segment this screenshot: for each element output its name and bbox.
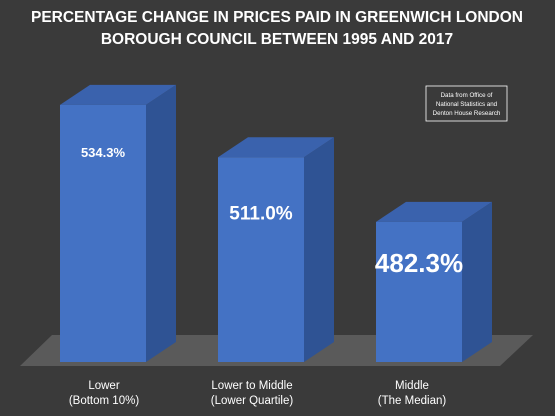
category-label-1-line-1: Lower <box>88 380 119 392</box>
category-labels: Lower (Bottom 10%) Lower to Middle (Lower Q… <box>69 380 447 407</box>
bar-front-1 <box>60 104 146 362</box>
bar-side-1 <box>146 84 176 362</box>
bar-top-3 <box>376 201 492 222</box>
source-note: Data from Office of National Statistics … <box>425 85 508 122</box>
bar-side-3 <box>462 201 492 362</box>
bar-3: 482.3% <box>375 201 492 362</box>
source-note-box <box>425 85 508 122</box>
data-label-3: 482.3% <box>375 248 463 278</box>
category-label-2-line-2: (Lower Quartile) <box>211 395 294 407</box>
source-note-line-1: Data from Office of <box>441 92 493 99</box>
bars-layer: 534.3% 511.0% 482.3% <box>60 84 492 362</box>
category-label-2-line-1: Lower to Middle <box>211 380 292 392</box>
chart-title-line-2: BOROUGH COUNCIL BETWEEN 1995 AND 2017 <box>101 31 453 48</box>
bar-front-2 <box>218 157 304 362</box>
bar-top-2 <box>218 137 334 158</box>
bar-top-1 <box>60 84 176 105</box>
chart-title: PERCENTAGE CHANGE IN PRICES PAID IN GREE… <box>31 9 523 48</box>
source-note-line-2: National Statistics and <box>436 101 498 108</box>
data-label-1: 534.3% <box>81 145 126 160</box>
source-note-line-3: Denton House Research <box>433 110 501 117</box>
category-label-3-line-2: (The Median) <box>378 395 447 407</box>
category-label-1-line-2: (Bottom 10%) <box>69 395 139 407</box>
bar-side-2 <box>304 137 334 362</box>
bar-1: 534.3% <box>60 84 176 362</box>
category-label-3-line-1: Middle <box>395 380 429 392</box>
chart-title-line-1: PERCENTAGE CHANGE IN PRICES PAID IN GREE… <box>31 9 523 26</box>
data-label-2: 511.0% <box>229 203 292 224</box>
bar-2: 511.0% <box>218 137 334 362</box>
bar-front-3 <box>376 221 462 362</box>
